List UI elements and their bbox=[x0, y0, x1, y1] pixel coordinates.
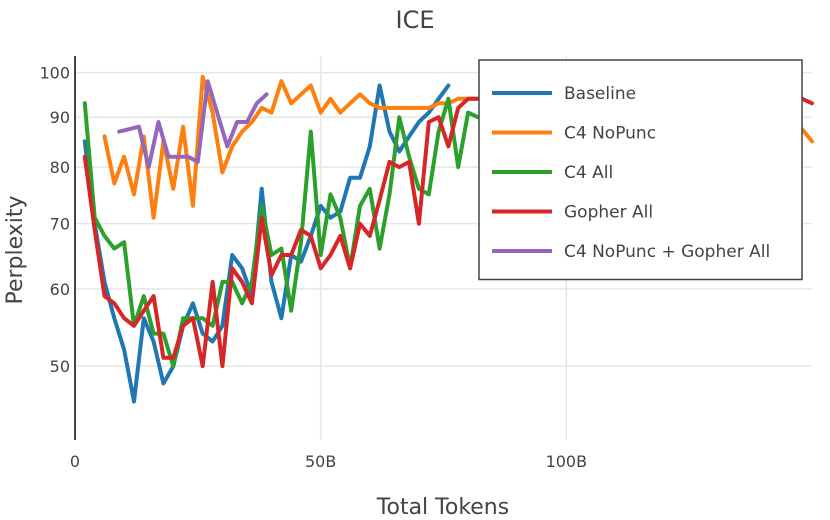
tick-labels: 50 60 70 80 90 100 0 50B 100B bbox=[39, 64, 587, 471]
x-tick-label: 50B bbox=[305, 452, 336, 471]
legend-label: Gopher All bbox=[564, 203, 653, 223]
y-tick-label: 80 bbox=[50, 158, 70, 177]
chart-title: ICE bbox=[396, 6, 435, 34]
legend: Baseline C4 NoPunc C4 All Gopher All C4 NoPu… bbox=[478, 59, 803, 281]
legend-label: C4 NoPunc + Gopher All bbox=[564, 242, 770, 262]
series-lines bbox=[82, 74, 814, 404]
x-axis-title: Total Tokens bbox=[376, 495, 509, 520]
series-line-4 bbox=[117, 79, 269, 170]
x-tick-label: 0 bbox=[70, 452, 80, 471]
legend-label: C4 All bbox=[564, 163, 613, 183]
y-tick-label: 70 bbox=[50, 215, 70, 234]
x-tick-label: 100B bbox=[546, 452, 588, 471]
legend-box bbox=[478, 59, 803, 281]
y-tick-label: 100 bbox=[39, 64, 70, 83]
series-line-3 bbox=[82, 96, 814, 369]
y-axis-title: Perplexity bbox=[3, 195, 28, 304]
y-tick-label: 90 bbox=[50, 108, 70, 127]
legend-label: Baseline bbox=[564, 84, 636, 104]
legend-label: C4 NoPunc bbox=[564, 124, 656, 144]
y-tick-label: 50 bbox=[50, 357, 70, 376]
series-line-2 bbox=[82, 96, 480, 369]
series-line-1 bbox=[102, 74, 814, 220]
y-tick-label: 60 bbox=[50, 280, 70, 299]
